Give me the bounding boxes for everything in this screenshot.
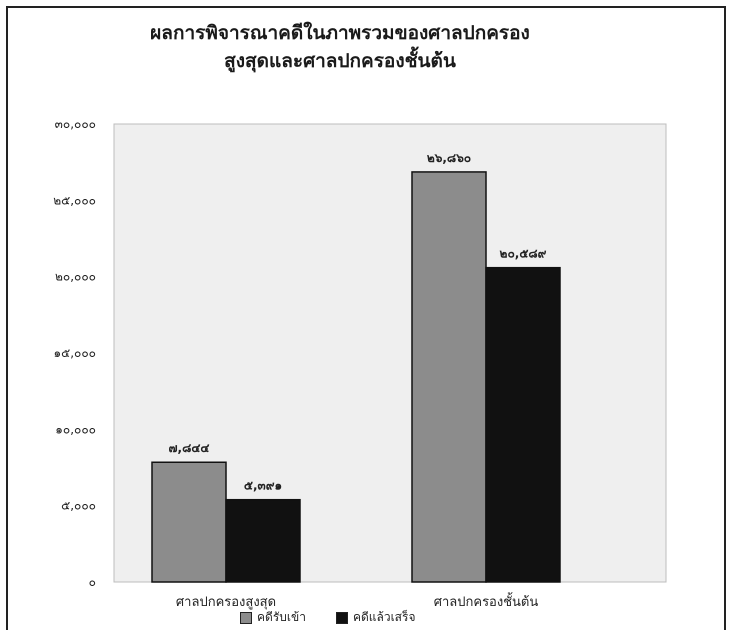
legend-swatch-completed bbox=[335, 611, 348, 624]
data-label: ๒๖,๘๖๐ bbox=[427, 151, 471, 165]
legend-swatch-received bbox=[240, 611, 252, 624]
chart-frame bbox=[6, 6, 726, 630]
legend-item-completed: คดีแล้วเสร็จ bbox=[335, 608, 416, 627]
y-tick-label: ๒๐,๐๐๐ bbox=[55, 270, 96, 284]
x-axis: ศาลปกครองสูงสุด ศาลปกครองชั้นต้น bbox=[176, 592, 538, 610]
bar-completed-1 bbox=[485, 266, 561, 583]
y-tick-label: ๐ bbox=[89, 575, 96, 589]
bar-received-0 bbox=[151, 461, 227, 583]
y-tick-label: ๒๕,๐๐๐ bbox=[53, 193, 96, 207]
legend-item-received: คดีรับเข้า bbox=[240, 608, 306, 627]
y-axis: ๐ ๕,๐๐๐ ๑๐,๐๐๐ ๑๕,๐๐๐ ๒๐,๐๐๐ ๒๕,๐๐๐ ๓๐,๐๐๐ bbox=[53, 117, 96, 589]
chart-title: ผลการพิจารณาคดีในภาพรวมของศาลปกครอง bbox=[150, 22, 530, 44]
data-label: ๗,๘๔๔ bbox=[168, 441, 209, 455]
y-tick-label: ๓๐,๐๐๐ bbox=[55, 117, 96, 131]
y-tick-label: ๑๕,๐๐๐ bbox=[54, 346, 97, 360]
category-label: ศาลปกครองชั้นต้น bbox=[434, 592, 539, 610]
bar-completed-0 bbox=[225, 498, 301, 583]
legend-label-completed: คดีแล้วเสร็จ bbox=[352, 610, 416, 624]
legend: คดีรับเข้า คดีแล้วเสร็จ bbox=[240, 608, 416, 627]
legend-label-received: คดีรับเข้า bbox=[257, 610, 306, 624]
chart-subtitle: สูงสุดและศาลปกครองชั้นต้น bbox=[224, 50, 456, 72]
category-label: ศาลปกครองสูงสุด bbox=[176, 595, 276, 610]
data-label: ๒๐,๕๘๙ bbox=[500, 247, 547, 261]
y-tick-label: ๑๐,๐๐๐ bbox=[55, 422, 96, 436]
data-label: ๕,๓๙๑ bbox=[244, 479, 282, 493]
bar-received-1 bbox=[411, 171, 487, 583]
y-tick-label: ๕,๐๐๐ bbox=[61, 499, 96, 513]
